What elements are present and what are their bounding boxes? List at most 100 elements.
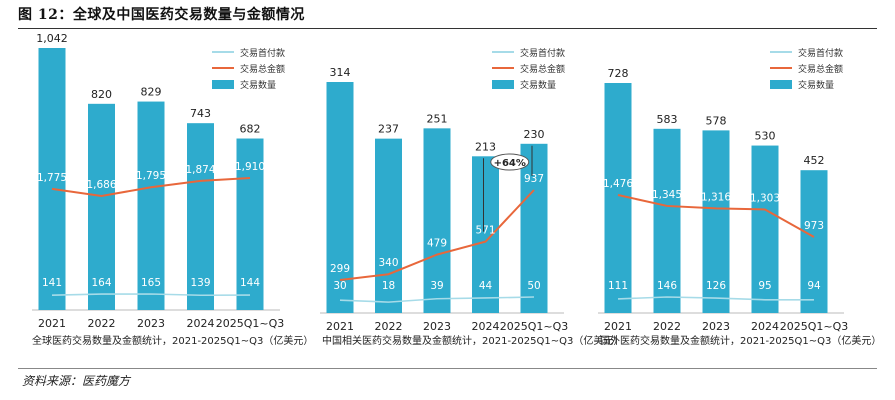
- payment-value-label: 111: [608, 280, 628, 292]
- payment-value-label: 18: [382, 280, 395, 292]
- chart-panel-china: 314 2021 237 2022 251 2023 213 2024 230 2025Q1~Q3…: [320, 30, 623, 347]
- bar-count-2024: [472, 156, 499, 313]
- line-upfront-payment: [51, 293, 251, 297]
- legend-swatch: [492, 67, 514, 69]
- amount-value-label: 1,316: [701, 191, 731, 203]
- amount-value-label: 1,775: [37, 172, 67, 184]
- amount-value-label: 299: [330, 263, 350, 275]
- legend-swatch: [770, 51, 792, 53]
- legend-label: 交易首付款: [798, 48, 844, 59]
- x-tick-label: 2022: [653, 320, 681, 333]
- bar-value-label: 237: [378, 123, 399, 136]
- bar-value-label: 213: [475, 140, 496, 153]
- bar-value-label: 583: [657, 113, 678, 126]
- legend-swatch: [212, 79, 234, 89]
- line-total-amount: [51, 177, 251, 198]
- bar-count-2025Q1~Q3: [236, 138, 264, 310]
- x-tick-label: 2023: [702, 320, 730, 333]
- bar-count-2022: [88, 103, 115, 310]
- bar-count-2022: [653, 128, 681, 313]
- x-tick-label: 2022: [88, 317, 116, 330]
- x-tick-label: 2023: [137, 317, 165, 330]
- legend-item-amount: 交易总金额: [212, 60, 285, 76]
- payment-value-label: 50: [527, 280, 540, 292]
- amount-value-label: 1,476: [603, 178, 633, 190]
- x-tick-label: 2021: [326, 320, 354, 333]
- bar-value-label: 728: [608, 67, 629, 80]
- bar-value-label: 820: [91, 88, 112, 101]
- amount-value-label: 571: [475, 225, 495, 237]
- payment-value-label: 94: [807, 280, 821, 292]
- legend-item-count: 交易数量: [492, 76, 565, 92]
- legend-label: 交易数量: [520, 80, 557, 91]
- x-tick-label: 2024: [472, 320, 500, 333]
- x-tick-label: 2025Q1~Q3: [500, 320, 569, 333]
- chart-panel-foreign: 728 2021 583 2022 578 2023 530 2024 452 2025Q1~Q3…: [598, 30, 881, 347]
- bar-count-2021: [38, 48, 66, 310]
- legend-label: 交易首付款: [520, 48, 566, 59]
- line-total-amount: [339, 189, 535, 281]
- amount-value-label: 479: [427, 238, 447, 250]
- payment-value-label: 39: [430, 280, 443, 292]
- line-upfront-payment: [617, 296, 815, 301]
- chart-global: 1,042 2021 820 2022 829 2023 743 2024 682 2025Q1~…: [32, 32, 285, 330]
- legend-item-amount: 交易总金额: [770, 60, 843, 76]
- bar-count-2022: [375, 138, 402, 313]
- bar-count-2021: [326, 82, 354, 313]
- bar-value-label: 530: [755, 130, 776, 143]
- bar-value-label: 230: [524, 128, 545, 141]
- chart-caption: 国外医药交易数量及金额统计，2021-2025Q1~Q3（亿美元）: [600, 336, 882, 347]
- bar-value-label: 314: [330, 66, 351, 79]
- payment-value-label: 126: [706, 280, 726, 292]
- payment-value-label: 144: [240, 277, 260, 289]
- legend: 交易首付款 交易总金额 交易数量: [212, 44, 285, 92]
- legend-label: 交易总金额: [798, 64, 844, 75]
- chart-china: 314 2021 237 2022 251 2023 213 2024 230 2025Q1~Q3…: [320, 66, 569, 333]
- bar-count-2023: [423, 128, 451, 313]
- bar-count-2023: [137, 101, 165, 310]
- bar-count-2024: [751, 145, 779, 313]
- bar-count-2023: [702, 130, 730, 313]
- x-tick-label: 2025Q1~Q3: [216, 317, 285, 330]
- amount-value-label: 1,874: [185, 164, 215, 176]
- annotation-bubble: [490, 153, 530, 171]
- legend-swatch: [492, 79, 514, 89]
- amount-value-label: 1,686: [86, 179, 116, 191]
- bottom-divider: [18, 368, 877, 369]
- legend-item-payment: 交易首付款: [770, 44, 843, 60]
- legend-label: 交易数量: [240, 80, 277, 91]
- legend-swatch: [492, 51, 514, 53]
- legend-item-payment: 交易首付款: [492, 44, 565, 60]
- bar-value-label: 829: [141, 86, 162, 99]
- figure-title: 图 12：全球及中国医药交易数量与金额情况: [18, 7, 305, 23]
- x-tick-label: 2022: [375, 320, 403, 333]
- chart-foreign: 728 2021 583 2022 578 2023 530 2024 452 2025Q1~Q3…: [598, 67, 848, 333]
- bar-value-label: 578: [706, 114, 727, 127]
- amount-value-label: 1,303: [750, 192, 780, 204]
- bar-count-2025Q1~Q3: [520, 143, 548, 313]
- payment-value-label: 146: [657, 280, 677, 292]
- legend-item-payment: 交易首付款: [212, 44, 285, 60]
- x-tick-label: 2024: [187, 317, 215, 330]
- bar-value-label: 1,042: [36, 32, 68, 45]
- amount-value-label: 1,910: [235, 161, 265, 173]
- growth-annotation: +64%: [483, 145, 533, 232]
- payment-value-label: 44: [479, 280, 493, 292]
- annotation-label: +64%: [494, 158, 526, 169]
- legend-item-amount: 交易总金额: [492, 60, 565, 76]
- line-total-amount: [617, 194, 815, 238]
- legend-swatch: [212, 51, 234, 53]
- legend-item-count: 交易数量: [770, 76, 843, 92]
- legend-label: 交易总金额: [520, 64, 566, 75]
- legend-item-count: 交易数量: [212, 76, 285, 92]
- legend: 交易首付款 交易总金额 交易数量: [770, 44, 843, 92]
- amount-value-label: 1,345: [652, 189, 682, 201]
- legend-swatch: [212, 67, 234, 69]
- chart-caption: 中国相关医药交易数量及金额统计，2021-2025Q1~Q3（亿美元）: [322, 336, 624, 347]
- payment-value-label: 139: [190, 277, 210, 289]
- source-note: 资料来源：医药魔方: [22, 374, 131, 388]
- amount-value-label: 1,795: [136, 170, 166, 182]
- chart-caption: 全球医药交易数量及金额统计，2021-2025Q1~Q3（亿美元）: [32, 336, 314, 347]
- legend-label: 交易总金额: [240, 64, 286, 75]
- payment-value-label: 141: [42, 277, 62, 289]
